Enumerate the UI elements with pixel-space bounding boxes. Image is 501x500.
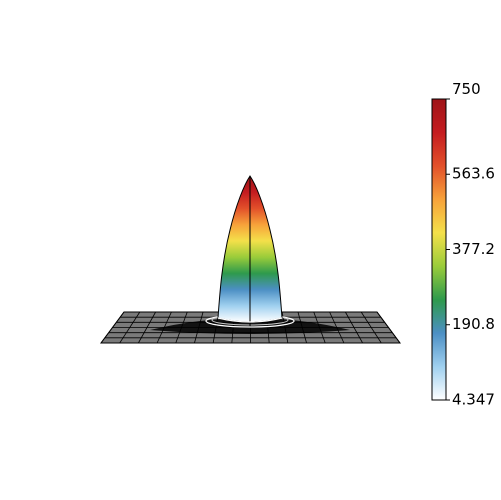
colorbar-tick-label: 563.6 <box>452 165 495 183</box>
colorbar-scale <box>431 98 447 401</box>
colorbar-tick-label: 377.2 <box>452 240 495 258</box>
colorbar-tick-label: 190.8 <box>452 315 495 333</box>
colorbar-tick-label: 750 <box>452 80 481 98</box>
peak-base-contour <box>217 317 283 323</box>
colorbar-ticks: 750 563.6 377.2 190.8 4.347 <box>446 80 495 409</box>
colorbar-tick-label: 4.347 <box>452 391 495 409</box>
colorbar: 750 563.6 377.2 190.8 4.347 <box>431 80 495 409</box>
